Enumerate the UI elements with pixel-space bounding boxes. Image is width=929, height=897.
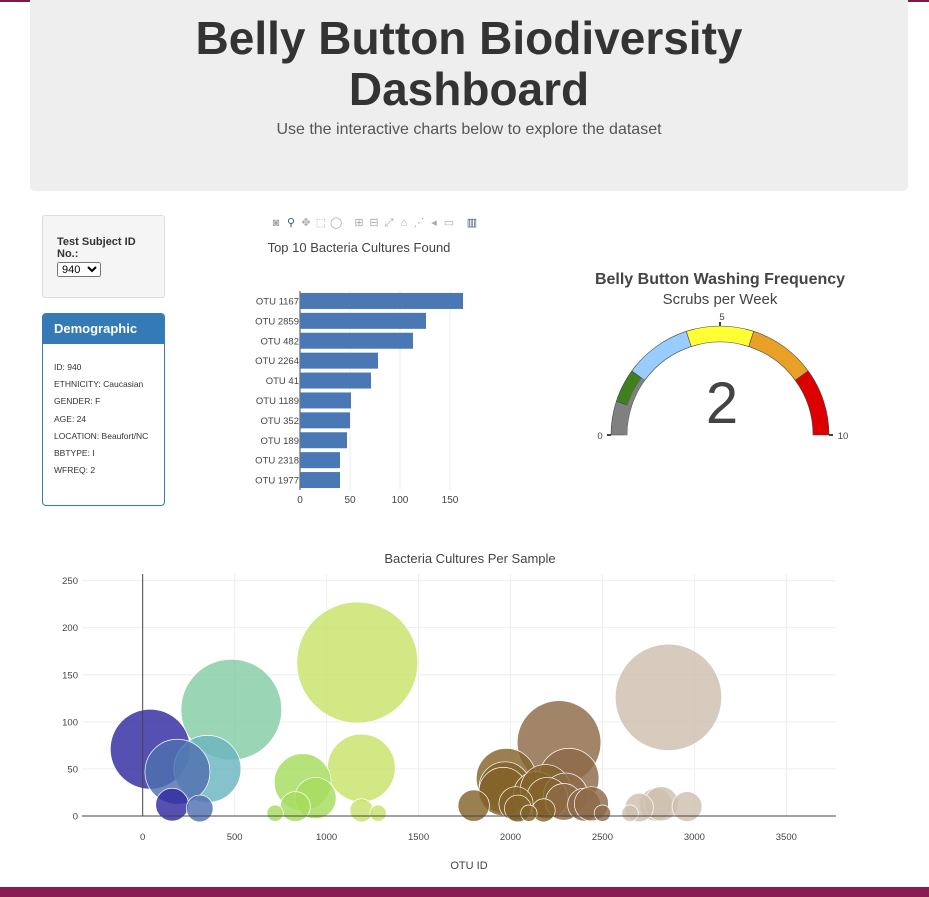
demographic-item: AGE: 24	[54, 413, 87, 424]
bar-y-tick-label: OTU 482	[260, 336, 299, 347]
bar-mark[interactable]	[300, 292, 463, 309]
box-select-icon[interactable]: ⬚	[315, 217, 327, 229]
gauge-value-bar	[623, 377, 645, 435]
washing-frequency-gauge: Belly Button Washing Frequency Scrubs pe…	[595, 271, 849, 442]
bubble-point[interactable]	[369, 804, 387, 822]
bar-x-tick-label: 150	[442, 495, 459, 506]
bar-mark[interactable]	[300, 432, 347, 449]
bubble-x-tick-label: 0	[140, 832, 145, 843]
gauge-band-yellow	[685, 325, 755, 347]
autoscale-icon[interactable]: ⤢	[384, 217, 394, 229]
bubble-point[interactable]	[520, 804, 538, 822]
demographic-item: GENDER: F	[54, 396, 101, 407]
bar-mark[interactable]	[300, 312, 426, 329]
header-banner: Belly Button Biodiversity Dashboard Use t…	[30, 0, 908, 191]
bubble-x-axis-label: OTU ID	[450, 860, 487, 872]
bar-y-tick-label: OTU 41	[266, 376, 299, 387]
demographic-info-panel: Demographic Info ID: 940 ETHNICITY: Cauca…	[42, 313, 165, 506]
bubble-point[interactable]	[614, 643, 723, 751]
camera-icon[interactable]: ◙	[272, 217, 280, 229]
bar-mark[interactable]	[300, 392, 351, 409]
demographic-item: BBTYPE: I	[54, 447, 95, 458]
bacteria-bubble-chart: Bacteria Cultures Per Sample 0 500 1000 150…	[62, 551, 836, 872]
zoom-in-icon[interactable]: ⊞	[354, 217, 364, 229]
bar-mark[interactable]	[300, 372, 371, 389]
gauge-title: Belly Button Washing Frequency	[595, 271, 845, 288]
demographic-info-heading: Demographic Info	[43, 314, 164, 366]
reset-axes-icon[interactable]: ⌂	[400, 217, 408, 229]
bar-x-tick-label: 0	[297, 495, 303, 506]
bar-x-tick-label: 50	[344, 495, 356, 506]
page-subtitle: Use the interactive charts below to expl…	[276, 121, 662, 138]
bubble-point[interactable]	[327, 733, 396, 803]
bar-chart-title: Top 10 Bacteria Cultures Found	[268, 240, 451, 255]
demographic-item: WFREQ: 2	[54, 465, 96, 476]
bubble-point[interactable]	[185, 794, 214, 823]
bubble-chart-title: Bacteria Cultures Per Sample	[384, 551, 555, 566]
gauge-tick-label: 10	[838, 431, 849, 442]
bubble-x-tick-label: 1000	[316, 832, 337, 843]
bar-mark[interactable]	[300, 452, 340, 469]
top10-bar-chart: Top 10 Bacteria Cultures Found OTU 1167 O…	[255, 240, 463, 506]
gauge-band-red	[794, 370, 830, 436]
gauge-tick-label: 0	[597, 431, 602, 442]
bar-x-tick-label: 100	[392, 495, 409, 506]
bubble-x-tick-label: 2000	[500, 832, 521, 843]
demographic-item: LOCATION: Beaufort/NC	[54, 430, 149, 441]
bar-y-tick-label: OTU 2318	[255, 456, 299, 467]
bar-y-tick-label: OTU 1167	[256, 296, 299, 307]
bar-y-tick-label: OTU 2264	[255, 356, 299, 367]
gauge-value: 2	[706, 371, 738, 436]
bubble-x-tick-label: 500	[227, 832, 243, 843]
bubble-point[interactable]	[296, 601, 419, 724]
bar-y-tick-label: OTU 189	[260, 436, 299, 447]
bubble-y-tick-label: 150	[62, 670, 78, 681]
bubble-x-tick-label: 3000	[684, 832, 705, 843]
bar-mark[interactable]	[300, 472, 340, 489]
pan-icon[interactable]: ✥	[301, 217, 311, 229]
zoom-icon[interactable]: ⚲	[286, 217, 296, 229]
spike-lines-icon[interactable]: ⋰	[413, 217, 425, 229]
bar-y-tick-label: OTU 1977	[255, 476, 299, 487]
bubble-point[interactable]	[279, 791, 311, 822]
bubble-point[interactable]	[266, 804, 284, 822]
bubble-y-tick-label: 250	[62, 576, 78, 587]
gauge-band-lightblue	[631, 330, 692, 381]
demographic-info-body: ID: 940 ETHNICITY: Caucasian GENDER: F AGE:…	[43, 344, 164, 475]
bubble-point[interactable]	[671, 791, 703, 822]
bar-mark[interactable]	[300, 332, 413, 349]
bar-y-tick-label: OTU 1189	[256, 396, 299, 407]
bar-y-tick-label: OTU 352	[260, 416, 299, 427]
bubble-y-tick-label: 200	[62, 623, 78, 634]
bubble-x-tick-label: 3500	[776, 832, 797, 843]
bubble-point[interactable]	[621, 804, 639, 822]
bubble-y-tick-label: 100	[62, 717, 78, 728]
hover-closest-icon[interactable]: ◂	[431, 217, 437, 229]
page-title: Belly Button Biodiversity Dashboard	[195, 12, 743, 115]
demographic-item: ETHNICITY: Caucasian	[54, 379, 144, 390]
bubble-y-tick-label: 50	[67, 764, 78, 775]
hover-compare-icon[interactable]: ▭	[443, 217, 455, 229]
gauge-subtitle: Scrubs per Week	[663, 291, 778, 308]
subject-id-dropdown[interactable]: 940	[57, 262, 101, 277]
bubble-point[interactable]	[457, 789, 490, 822]
plotly-logo-icon[interactable]: ▥	[466, 217, 478, 229]
bubble-point[interactable]	[593, 804, 612, 822]
gauge-band-orange	[748, 330, 809, 381]
chart-modebar: ◙ ⚲ ✥ ⬚ ◯ ⊞ ⊟ ⤢ ⌂ ⋰ ◂ ▭ ▥	[270, 216, 478, 232]
bubble-x-tick-label: 2500	[592, 832, 613, 843]
bubble-point[interactable]	[349, 798, 374, 823]
footer-bar	[0, 887, 929, 897]
subject-selector-panel: Test Subject ID No.: 940	[42, 215, 165, 298]
subject-selector-label: Test Subject ID No.:	[57, 236, 136, 260]
bar-mark[interactable]	[300, 352, 378, 369]
bar-mark[interactable]	[300, 412, 350, 429]
zoom-out-icon[interactable]: ⊟	[369, 217, 379, 229]
demographic-item: ID: 940	[54, 362, 82, 372]
gauge-tick-label: 5	[719, 312, 724, 323]
bubble-y-tick-label: 0	[73, 812, 78, 823]
lasso-icon[interactable]: ◯	[330, 217, 343, 229]
bubble-x-tick-label: 1500	[408, 832, 429, 843]
bar-y-tick-label: OTU 2859	[255, 316, 299, 327]
